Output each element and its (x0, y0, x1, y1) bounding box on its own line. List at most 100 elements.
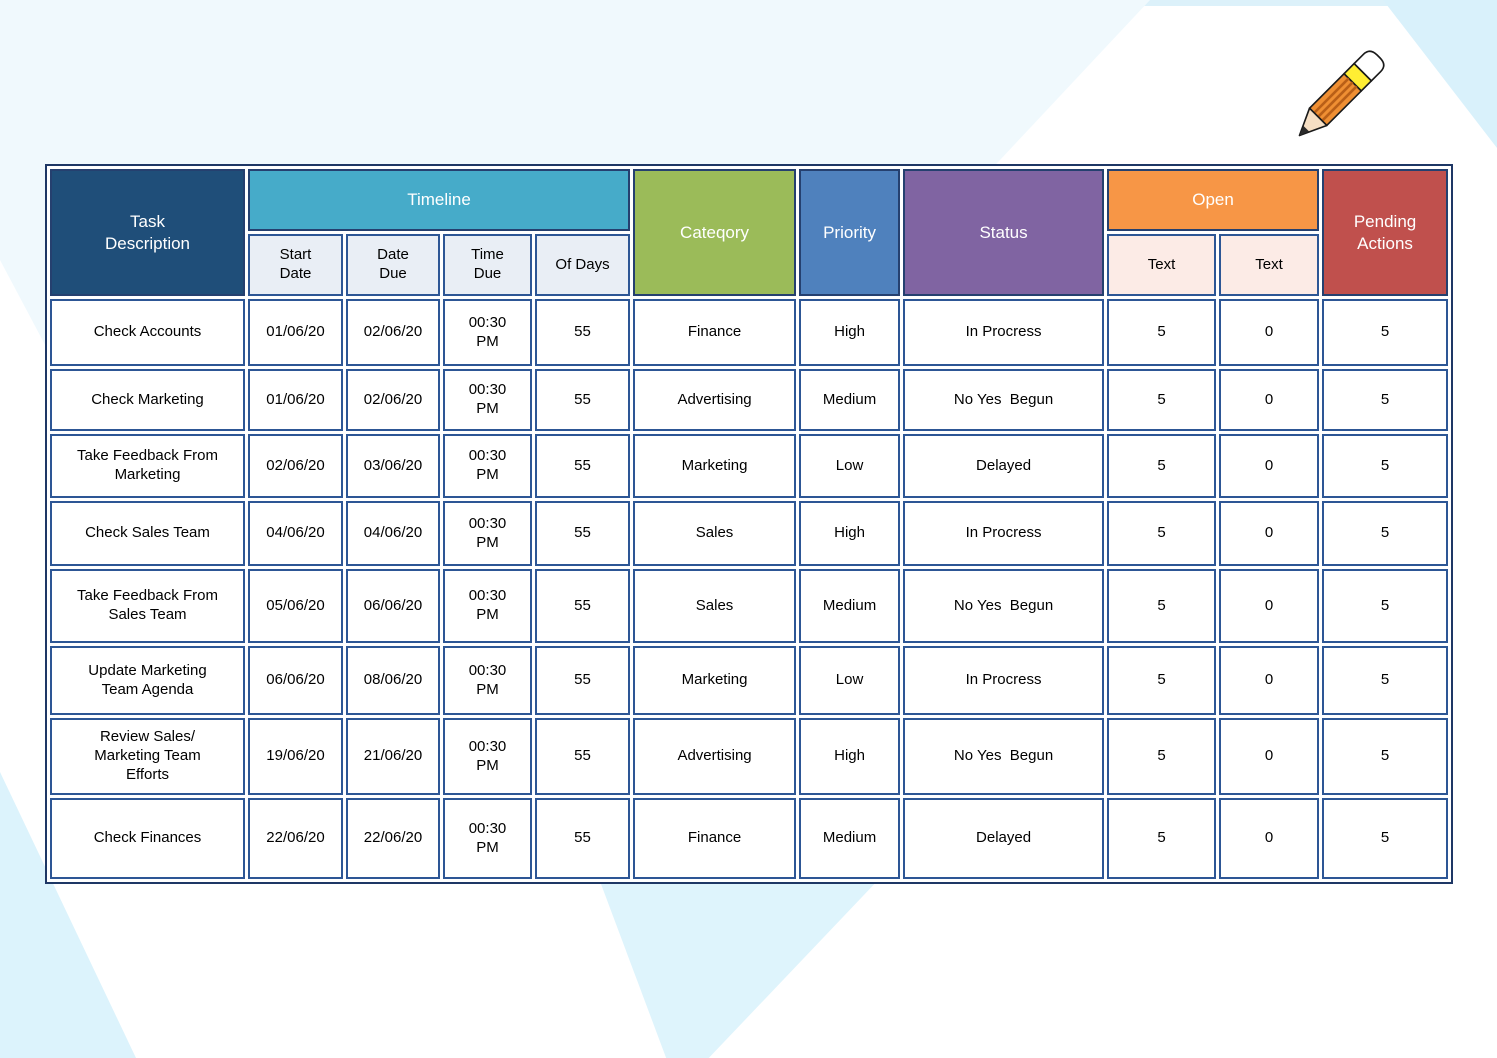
table-row: Take Feedback From Marketing 02/06/20 03… (50, 434, 1449, 498)
cell-time-due: 00:30 PM (443, 569, 532, 643)
cell-task-description: Check Sales Team (50, 501, 245, 566)
cell-date-due: 21/06/20 (346, 718, 440, 795)
cell-status: In Procress (903, 646, 1105, 715)
cell-priority: High (799, 501, 901, 566)
cell-category: Marketing (633, 646, 797, 715)
cell-priority: High (799, 299, 901, 366)
cell-pending-actions: 5 (1322, 646, 1449, 715)
task-table: Task Description Timeline Cateqory Prior… (47, 166, 1451, 882)
cell-status: In Procress (903, 501, 1105, 566)
cell-open-text-1: 5 (1107, 646, 1217, 715)
cell-time-due: 00:30 PM (443, 718, 532, 795)
table-row: Check Finances 22/06/20 22/06/20 00:30 P… (50, 798, 1449, 879)
cell-open-text-1: 5 (1107, 569, 1217, 643)
cell-status: In Procress (903, 299, 1105, 366)
cell-open-text-1: 5 (1107, 798, 1217, 879)
cell-start-date: 22/06/20 (248, 798, 343, 879)
cell-date-due: 06/06/20 (346, 569, 440, 643)
cell-start-date: 01/06/20 (248, 369, 343, 431)
pencil-icon (1298, 50, 1385, 137)
column-header-timeline: Timeline (248, 169, 631, 231)
cell-open-text-2: 0 (1219, 299, 1320, 366)
cell-open-text-2: 0 (1219, 369, 1320, 431)
cell-category: Sales (633, 501, 797, 566)
table-row: Check Marketing 01/06/20 02/06/20 00:30 … (50, 369, 1449, 431)
cell-of-days: 55 (535, 646, 631, 715)
cell-pending-actions: 5 (1322, 434, 1449, 498)
cell-priority: Medium (799, 569, 901, 643)
cell-open-text-2: 0 (1219, 798, 1320, 879)
column-header-category: Cateqory (633, 169, 797, 296)
cell-time-due: 00:30 PM (443, 646, 532, 715)
cell-priority: Medium (799, 369, 901, 431)
cell-of-days: 55 (535, 299, 631, 366)
cell-task-description: Update Marketing Team Agenda (50, 646, 245, 715)
cell-start-date: 19/06/20 (248, 718, 343, 795)
cell-of-days: 55 (535, 798, 631, 879)
cell-start-date: 05/06/20 (248, 569, 343, 643)
cell-start-date: 04/06/20 (248, 501, 343, 566)
table-header: Task Description Timeline Cateqory Prior… (50, 169, 1449, 296)
cell-open-text-1: 5 (1107, 369, 1217, 431)
cell-of-days: 55 (535, 369, 631, 431)
cell-status: Delayed (903, 434, 1105, 498)
cell-category: Marketing (633, 434, 797, 498)
cell-pending-actions: 5 (1322, 501, 1449, 566)
cell-time-due: 00:30 PM (443, 299, 532, 366)
cell-task-description: Check Finances (50, 798, 245, 879)
cell-task-description: Check Marketing (50, 369, 245, 431)
cell-priority: Low (799, 434, 901, 498)
column-header-status: Status (903, 169, 1105, 296)
cell-date-due: 22/06/20 (346, 798, 440, 879)
cell-pending-actions: 5 (1322, 718, 1449, 795)
cell-task-description: Check Accounts (50, 299, 245, 366)
task-tracker-table-container: Task Description Timeline Cateqory Prior… (45, 164, 1453, 884)
subcolumn-header-date-due: Date Due (346, 234, 440, 296)
subcolumn-header-time-due: Time Due (443, 234, 532, 296)
cell-pending-actions: 5 (1322, 569, 1449, 643)
cell-category: Sales (633, 569, 797, 643)
cell-open-text-2: 0 (1219, 501, 1320, 566)
cell-of-days: 55 (535, 569, 631, 643)
subcolumn-header-start-date: Start Date (248, 234, 343, 296)
cell-of-days: 55 (535, 434, 631, 498)
cell-category: Finance (633, 299, 797, 366)
background-triangle-bottom-center (598, 876, 882, 1058)
cell-date-due: 02/06/20 (346, 369, 440, 431)
cell-of-days: 55 (535, 718, 631, 795)
background-triangle-top-right (1383, 0, 1497, 148)
cell-status: No Yes Begun (903, 369, 1105, 431)
cell-priority: Medium (799, 798, 901, 879)
background-top-strip (0, 0, 1497, 6)
table-row: Take Feedback From Sales Team 05/06/20 0… (50, 569, 1449, 643)
cell-time-due: 00:30 PM (443, 369, 532, 431)
cell-pending-actions: 5 (1322, 369, 1449, 431)
header-row-main: Task Description Timeline Cateqory Prior… (50, 169, 1449, 296)
header-row-sub: Start Date Date Due Time Due Of Days Tex… (50, 234, 1448, 296)
cell-task-description: Take Feedback From Marketing (50, 434, 245, 498)
subcolumn-header-open-text-2: Text (1219, 234, 1320, 296)
subcolumn-header-of-days: Of Days (535, 234, 631, 296)
table-body: Check Accounts 01/06/20 02/06/20 00:30 P… (50, 299, 1449, 879)
cell-open-text-1: 5 (1107, 718, 1217, 795)
cell-start-date: 01/06/20 (248, 299, 343, 366)
cell-pending-actions: 5 (1322, 798, 1449, 879)
cell-time-due: 00:30 PM (443, 434, 532, 498)
cell-pending-actions: 5 (1322, 299, 1449, 366)
cell-open-text-1: 5 (1107, 434, 1217, 498)
cell-task-description: Take Feedback From Sales Team (50, 569, 245, 643)
table-row: Check Sales Team 04/06/20 04/06/20 00:30… (50, 501, 1449, 566)
cell-open-text-2: 0 (1219, 646, 1320, 715)
column-header-task-description: Task Description (50, 169, 245, 296)
cell-time-due: 00:30 PM (443, 798, 532, 879)
column-header-open: Open (1107, 169, 1320, 231)
subcolumn-header-open-text-1: Text (1107, 234, 1217, 296)
cell-priority: Low (799, 646, 901, 715)
cell-date-due: 08/06/20 (346, 646, 440, 715)
cell-start-date: 02/06/20 (248, 434, 343, 498)
column-header-priority: Priority (799, 169, 901, 296)
cell-category: Advertising (633, 718, 797, 795)
table-row: Check Accounts 01/06/20 02/06/20 00:30 P… (50, 299, 1449, 366)
cell-of-days: 55 (535, 501, 631, 566)
cell-open-text-2: 0 (1219, 434, 1320, 498)
